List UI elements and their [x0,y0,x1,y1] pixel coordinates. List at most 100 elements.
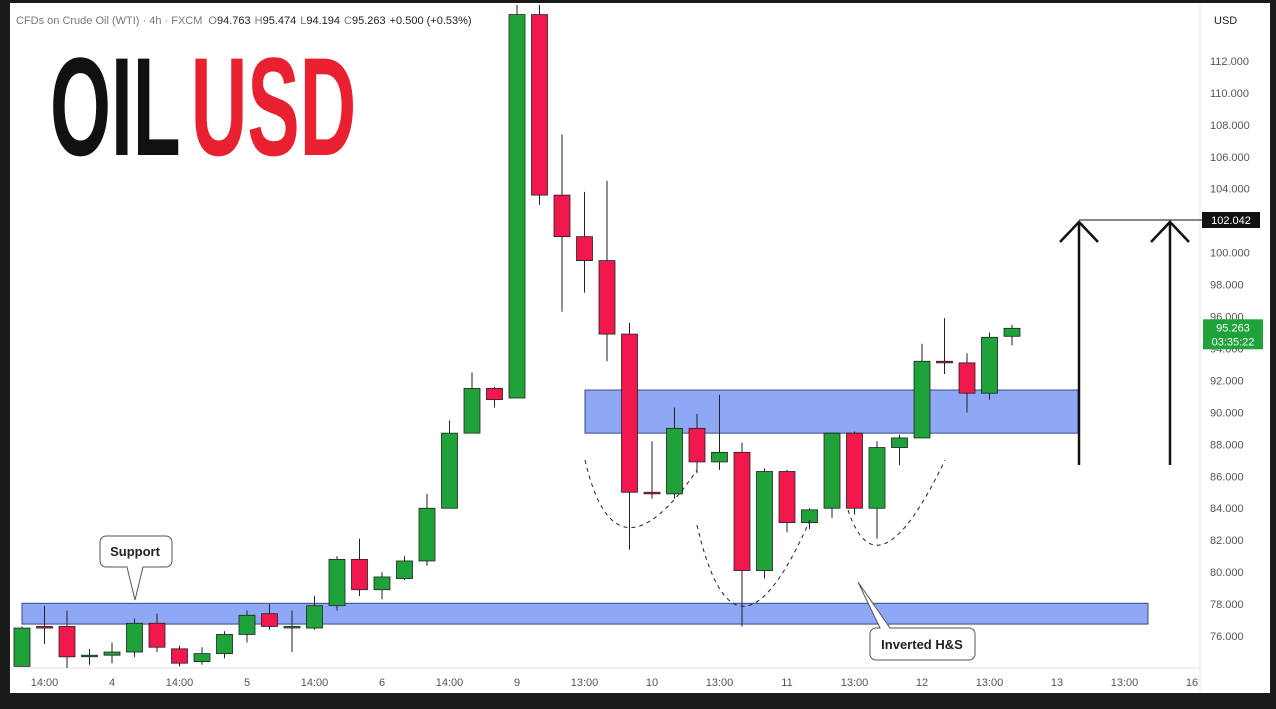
candle-body [733,451,751,571]
head [696,519,811,607]
ohlc-key: C [344,15,352,27]
x-tick-label: 10 [646,677,658,689]
x-tick-label: 4 [109,677,115,689]
candle-body [688,427,706,463]
candle-body [711,451,728,463]
candle-body [463,388,481,434]
y-tick-label: 82.000 [1210,535,1244,547]
candle-body [621,333,638,493]
candle-body [1003,327,1021,337]
candle-body [823,432,841,509]
y-tick-label: 86.000 [1210,471,1244,483]
candle-body [778,471,796,524]
zone [21,602,1149,625]
candle-body [261,613,278,627]
target-label: 102.042 [1211,215,1251,227]
y-tick-label: 92.000 [1210,375,1244,387]
candle-body [913,360,931,439]
y-tick-label: 84.000 [1210,503,1244,515]
x-tick-label: 9 [514,677,520,689]
pattern-label: Inverted H&S [881,637,963,652]
y-tick-label: 78.000 [1210,599,1244,611]
candle-body [576,236,593,262]
x-tick-label: 14:00 [301,677,329,689]
candle-body [508,14,526,399]
candle-body [283,626,301,629]
candle-body [126,622,143,653]
candle-body [958,362,976,394]
candle-body [486,388,503,401]
candle-body [148,622,166,648]
candle-body [553,194,571,238]
logo: OILUSD [50,29,356,186]
candle-body [981,336,998,394]
y-tick-label: 110.000 [1210,88,1249,100]
candle-body [351,558,368,591]
candle-body [666,427,683,495]
candle-body [598,260,616,335]
pattern-callout [857,581,976,661]
zones [21,389,1149,625]
last-price-label: 95.263 [1216,322,1250,334]
ohlc-value: 94.194 [306,15,340,27]
candle-body [418,507,436,562]
currency: USD [1214,15,1237,27]
candle-body [936,360,953,364]
ohlc-value: 95.263 [352,15,386,27]
candle-body [306,605,323,629]
candle-body [13,627,31,667]
ohlc-key: L [300,15,306,27]
candle-body [58,626,76,658]
candle-body [846,432,863,509]
ohlc-key: O [208,15,217,27]
x-tick-label: 13:00 [571,677,599,689]
x-tick-label: 5 [244,677,250,689]
candle-body [216,634,233,655]
candle-body [756,471,773,571]
y-tick-label: 108.000 [1210,120,1250,132]
candle-body [643,491,661,495]
target-arrows [1059,220,1190,465]
candle-body [373,576,391,591]
y-tick-label: 76.000 [1210,631,1244,643]
last-price-bg [1203,319,1263,350]
y-tick-label: 100.000 [1210,248,1250,260]
x-tick-label: 13:00 [841,677,869,689]
chart-background [10,3,1270,693]
y-tick-label: 98.000 [1210,280,1244,292]
ohlc-value: 95.474 [263,15,297,27]
zone [584,389,1079,434]
candle-body [103,651,121,656]
y-tick-label: 106.000 [1210,152,1250,164]
candle-body [328,558,346,607]
target-label-bg [1202,212,1260,229]
x-tick-label: 13 [1051,677,1063,689]
candle-body [171,648,188,664]
candles [13,5,1021,668]
candle-body [36,626,53,629]
symbol: CFDs on Crude Oil (WTI) · 4h · FXCM [16,15,202,27]
x-tick-label: 14:00 [166,677,194,689]
y-tick-label: 104.000 [1210,184,1250,196]
x-tick-label: 16 [1186,677,1198,689]
candle-body [891,437,908,448]
candle-body [868,447,886,509]
axes: 76.000 78.000 80.000 82.000 84.000 86.000 88.0… [31,56,1250,689]
x-tick-label: 14:00 [31,677,59,689]
ohlc-value: 94.763 [217,15,251,27]
ohlc-key: H [255,15,263,27]
candle-body [238,614,256,635]
y-tick-label: 90.000 [1210,407,1244,419]
support-callout [99,535,173,601]
candle-body [193,653,211,663]
logo-part: USD [191,29,357,186]
y-tick-label: 112.000 [1210,56,1249,68]
x-tick-label: 12 [916,677,928,689]
candle-body [81,654,98,658]
candle-body [441,432,458,509]
y-tick-label: 80.000 [1210,567,1244,579]
countdown: 03:35:22 [1212,336,1255,348]
x-tick-label: 13:00 [1111,677,1139,689]
x-tick-label: 13:00 [976,677,1004,689]
